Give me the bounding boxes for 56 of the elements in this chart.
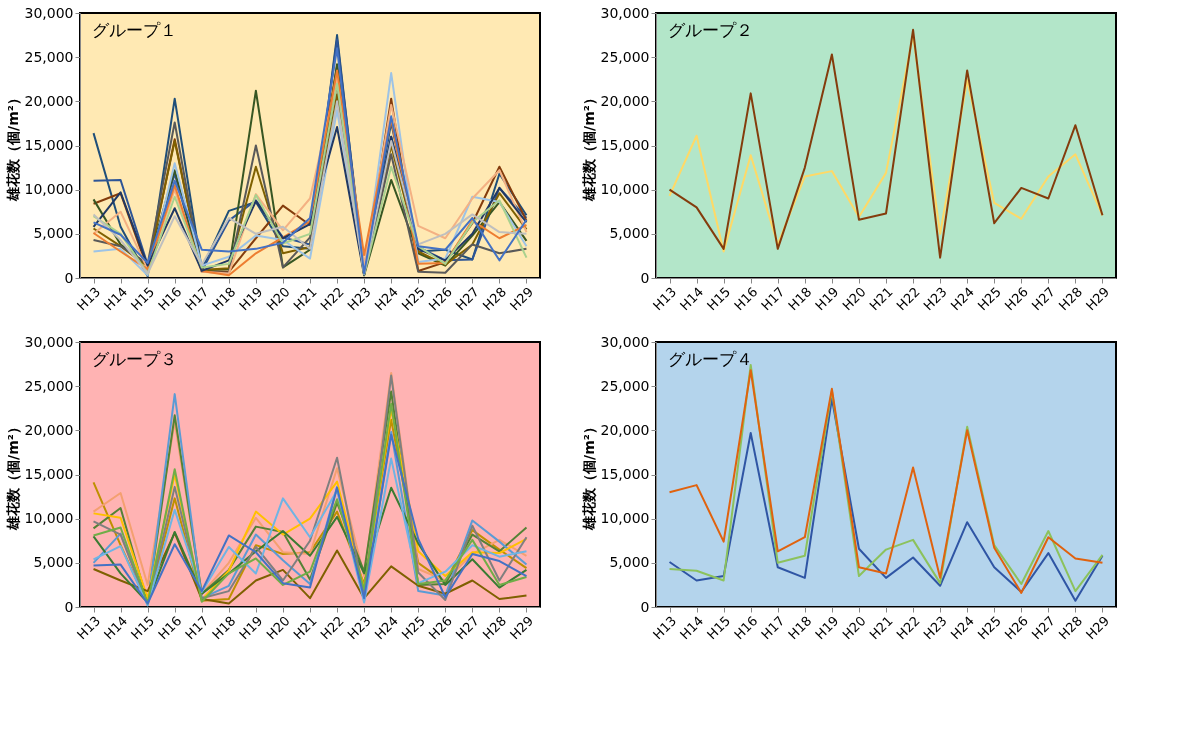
x-tick-label: H21 bbox=[290, 284, 320, 314]
y-tick-label: 20,000 bbox=[600, 421, 650, 438]
y-tick-label: 5,000 bbox=[609, 554, 650, 571]
x-tick-label: H21 bbox=[866, 613, 896, 643]
x-tick-label: H22 bbox=[317, 613, 347, 643]
y-tick-label: 15,000 bbox=[600, 466, 650, 482]
x-tick-label: H20 bbox=[839, 284, 869, 314]
y-axis-title: 雄花数（個/m²） bbox=[580, 420, 597, 531]
y-tick-label: 0 bbox=[64, 598, 74, 615]
y-tick-label: 10,000 bbox=[600, 510, 650, 527]
x-tick-label: H22 bbox=[893, 613, 923, 643]
x-tick-label: H22 bbox=[317, 284, 347, 314]
x-tick-label: H20 bbox=[839, 613, 869, 643]
x-tick-label: H19 bbox=[236, 284, 266, 314]
y-axis-title: 雄花数（個/m²） bbox=[580, 91, 597, 202]
chart-title: グループ３ bbox=[92, 349, 177, 369]
y-tick-label: 15,000 bbox=[24, 466, 74, 482]
y-tick-label: 20,000 bbox=[600, 92, 650, 109]
y-tick-label: 5,000 bbox=[33, 554, 74, 571]
x-tick-label: H19 bbox=[812, 284, 842, 314]
y-tick-label: 20,000 bbox=[24, 92, 74, 109]
y-tick-label: 10,000 bbox=[24, 181, 74, 198]
y-tick-label: 30,000 bbox=[600, 333, 650, 350]
y-tick-label: 30,000 bbox=[600, 4, 650, 21]
chart-title: グループ１ bbox=[92, 20, 177, 40]
y-tick-label: 25,000 bbox=[600, 377, 650, 394]
y-axis-title: 雄花数（個/m²） bbox=[4, 420, 21, 531]
x-tick-label: H22 bbox=[893, 284, 923, 314]
y-tick-label: 10,000 bbox=[24, 510, 74, 527]
x-tick-label: H29 bbox=[506, 613, 537, 643]
y-tick-label: 15,000 bbox=[24, 137, 74, 153]
y-tick-label: 20,000 bbox=[24, 421, 74, 438]
x-tick-label: H29 bbox=[506, 284, 537, 314]
y-tick-label: 0 bbox=[640, 598, 650, 615]
y-axis-title: 雄花数（個/m²） bbox=[4, 91, 21, 202]
y-tick-label: 0 bbox=[64, 269, 74, 286]
chart-title: グループ２ bbox=[668, 20, 753, 40]
y-tick-label: 15,000 bbox=[600, 137, 650, 153]
x-tick-label: H29 bbox=[1082, 284, 1113, 314]
y-tick-label: 25,000 bbox=[24, 48, 74, 65]
y-tick-label: 0 bbox=[640, 269, 650, 286]
y-tick-label: 30,000 bbox=[24, 4, 74, 21]
y-tick-label: 25,000 bbox=[600, 48, 650, 65]
y-tick-label: 25,000 bbox=[24, 377, 74, 394]
x-tick-label: H19 bbox=[812, 613, 842, 643]
y-tick-label: 5,000 bbox=[33, 225, 74, 242]
x-tick-label: H29 bbox=[1082, 613, 1113, 643]
x-tick-label: H19 bbox=[236, 613, 266, 643]
x-tick-label: H20 bbox=[263, 284, 293, 314]
chart-title: グループ４ bbox=[668, 349, 753, 369]
x-tick-label: H21 bbox=[290, 613, 320, 643]
y-tick-label: 5,000 bbox=[609, 225, 650, 242]
y-tick-label: 30,000 bbox=[24, 333, 74, 350]
x-tick-label: H21 bbox=[866, 284, 896, 314]
x-tick-label: H20 bbox=[263, 613, 293, 643]
y-tick-label: 10,000 bbox=[600, 181, 650, 198]
